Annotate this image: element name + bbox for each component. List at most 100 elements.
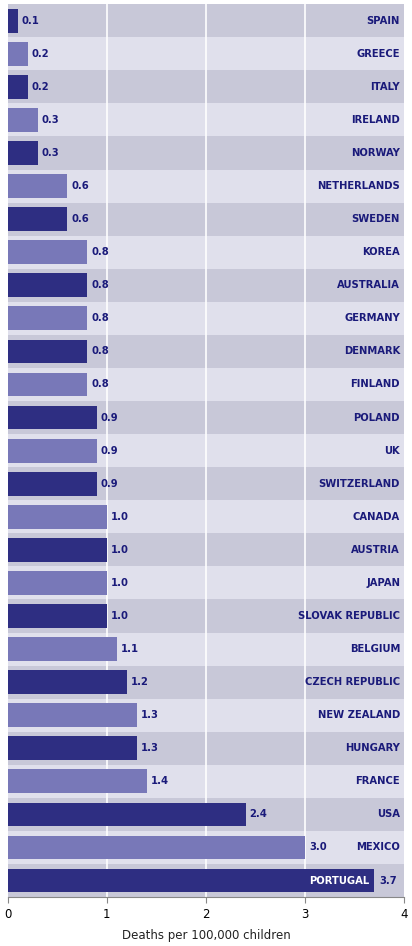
Bar <box>8 70 404 103</box>
Text: 2.4: 2.4 <box>250 810 267 819</box>
Bar <box>8 42 28 65</box>
Text: 1.1: 1.1 <box>121 644 139 654</box>
Bar <box>8 604 107 628</box>
Bar <box>8 240 87 264</box>
Text: 0.2: 0.2 <box>32 82 49 92</box>
Bar <box>8 736 137 761</box>
Text: GREECE: GREECE <box>357 49 400 59</box>
Text: POLAND: POLAND <box>353 412 400 423</box>
Bar <box>8 141 37 165</box>
Bar <box>8 534 404 567</box>
Bar <box>8 174 67 198</box>
Bar <box>8 340 87 363</box>
Bar <box>8 9 18 32</box>
Text: 3.0: 3.0 <box>309 843 327 852</box>
Text: 0.8: 0.8 <box>91 379 109 390</box>
Bar <box>8 269 404 302</box>
Bar <box>8 802 246 826</box>
Bar <box>8 406 97 429</box>
Bar <box>8 207 67 231</box>
Text: 0.8: 0.8 <box>91 247 109 257</box>
Bar <box>8 538 107 562</box>
Bar <box>8 75 28 98</box>
Text: 1.2: 1.2 <box>131 677 149 687</box>
Text: JAPAN: JAPAN <box>366 578 400 587</box>
Bar <box>8 202 404 236</box>
Text: CANADA: CANADA <box>353 512 400 522</box>
Bar <box>8 373 87 396</box>
Text: AUSTRALIA: AUSTRALIA <box>337 280 400 290</box>
Text: 0.6: 0.6 <box>71 214 89 224</box>
Text: DENMARK: DENMARK <box>344 346 400 357</box>
Text: 0.9: 0.9 <box>101 446 119 456</box>
Text: GERMANY: GERMANY <box>344 313 400 324</box>
Bar <box>8 37 404 70</box>
Bar <box>8 703 137 727</box>
Bar <box>8 103 404 136</box>
Bar <box>8 670 127 694</box>
Bar <box>8 571 107 595</box>
Text: 0.3: 0.3 <box>42 148 59 158</box>
Bar <box>8 600 404 633</box>
Bar <box>8 764 404 797</box>
Text: 0.6: 0.6 <box>71 181 89 191</box>
Text: 1.0: 1.0 <box>111 611 129 621</box>
Text: 3.7: 3.7 <box>379 876 397 885</box>
Text: SWITZERLAND: SWITZERLAND <box>319 479 400 489</box>
Bar <box>8 439 97 463</box>
Text: CZECH REPUBLIC: CZECH REPUBLIC <box>305 677 400 687</box>
Bar <box>8 835 305 859</box>
Bar <box>8 633 404 666</box>
Text: FINLAND: FINLAND <box>351 379 400 390</box>
Text: 0.1: 0.1 <box>22 16 40 26</box>
Text: MEXICO: MEXICO <box>356 843 400 852</box>
Text: 1.0: 1.0 <box>111 545 129 555</box>
Text: KOREA: KOREA <box>363 247 400 257</box>
Text: SLOVAK REPUBLIC: SLOVAK REPUBLIC <box>298 611 400 621</box>
Bar <box>8 831 404 864</box>
Text: 0.8: 0.8 <box>91 313 109 324</box>
Bar <box>8 4 404 37</box>
Bar <box>8 467 404 500</box>
Text: 1.0: 1.0 <box>111 578 129 587</box>
Text: AUSTRIA: AUSTRIA <box>351 545 400 555</box>
Bar <box>8 236 404 269</box>
Bar <box>8 108 37 131</box>
Bar <box>8 307 87 330</box>
Bar <box>8 401 404 434</box>
Text: IRELAND: IRELAND <box>351 114 400 125</box>
X-axis label: Deaths per 100,000 children: Deaths per 100,000 children <box>122 929 290 942</box>
Bar <box>8 273 87 297</box>
Bar <box>8 335 404 368</box>
Text: FRANCE: FRANCE <box>356 777 400 786</box>
Bar <box>8 169 404 202</box>
Bar <box>8 136 404 169</box>
Text: NETHERLANDS: NETHERLANDS <box>317 181 400 191</box>
Text: SWEDEN: SWEDEN <box>352 214 400 224</box>
Text: 0.9: 0.9 <box>101 412 119 423</box>
Text: 1.3: 1.3 <box>140 710 159 720</box>
Text: UK: UK <box>384 446 400 456</box>
Bar <box>8 472 97 496</box>
Bar <box>8 567 404 600</box>
Bar <box>8 797 404 831</box>
Text: 0.8: 0.8 <box>91 346 109 357</box>
Text: 0.2: 0.2 <box>32 49 49 59</box>
Bar <box>8 666 404 699</box>
Text: USA: USA <box>377 810 400 819</box>
Bar <box>8 769 147 794</box>
Text: 1.4: 1.4 <box>150 777 169 786</box>
Bar <box>8 868 375 892</box>
Bar <box>8 500 404 534</box>
Text: PORTUGAL: PORTUGAL <box>309 876 370 885</box>
Bar <box>8 434 404 467</box>
Text: HUNGARY: HUNGARY <box>345 744 400 753</box>
Bar <box>8 505 107 529</box>
Bar <box>8 302 404 335</box>
Text: 0.9: 0.9 <box>101 479 119 489</box>
Bar <box>8 731 404 764</box>
Bar <box>8 638 117 661</box>
Text: ITALY: ITALY <box>370 82 400 92</box>
Text: NEW ZEALAND: NEW ZEALAND <box>318 710 400 720</box>
Text: 0.3: 0.3 <box>42 114 59 125</box>
